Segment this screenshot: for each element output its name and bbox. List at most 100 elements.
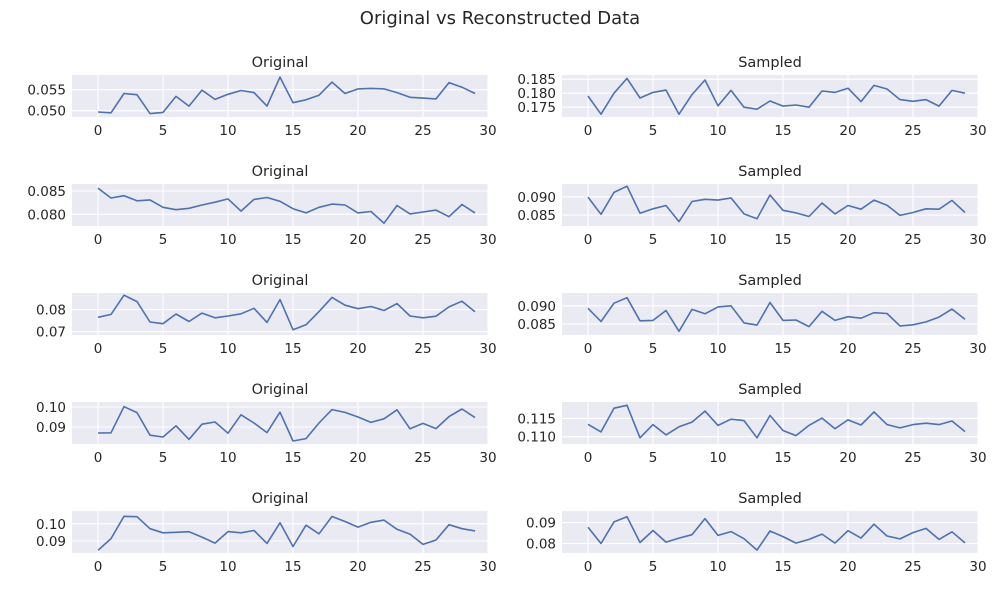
series-line xyxy=(587,185,966,223)
subplot-title: Sampled xyxy=(738,382,802,398)
x-tick-label: 25 xyxy=(904,341,921,357)
x-tick-label: 20 xyxy=(839,123,856,139)
y-tick-label: 0.050 xyxy=(27,104,66,120)
x-tick-label: 15 xyxy=(284,559,301,575)
plot-area xyxy=(562,184,978,226)
x-tick-label: 30 xyxy=(969,232,986,248)
series-line xyxy=(97,294,476,331)
y-tick-label: 0.080 xyxy=(27,207,66,223)
x-tick-label: 20 xyxy=(349,232,366,248)
series-line xyxy=(587,515,966,551)
x-tick-label: 5 xyxy=(649,341,658,357)
x-tick-label: 20 xyxy=(839,232,856,248)
x-tick-label: 25 xyxy=(414,450,431,466)
subplot-title: Sampled xyxy=(738,491,802,507)
x-tick-label: 15 xyxy=(284,450,301,466)
y-tick-label: 0.10 xyxy=(36,400,66,416)
series-line xyxy=(97,187,476,224)
plot-area xyxy=(72,75,488,117)
subplot-original-1: Original 0 5 10 15 20 25 30 0.050 0.055 xyxy=(27,55,496,139)
x-tick-label: 5 xyxy=(159,232,168,248)
x-tick-label: 30 xyxy=(969,341,986,357)
plot-area xyxy=(562,402,978,444)
subplot-sampled-2: Sampled 0 5 10 15 20 25 30 0.085 0.090 xyxy=(517,164,986,248)
y-tick-label: 0.08 xyxy=(36,303,66,319)
x-tick-label: 10 xyxy=(709,123,726,139)
y-tick-label: 0.09 xyxy=(36,534,66,550)
subplot-title: Original xyxy=(252,382,309,398)
subplot-title: Original xyxy=(252,273,309,289)
plot-area xyxy=(72,184,488,226)
x-tick-label: 25 xyxy=(414,341,431,357)
x-tick-label: 20 xyxy=(349,341,366,357)
y-tick-label: 0.115 xyxy=(517,411,556,427)
y-tick-label: 0.055 xyxy=(27,83,66,99)
x-tick-label: 20 xyxy=(839,450,856,466)
y-tick-label: 0.07 xyxy=(36,325,66,341)
x-tick-label: 0 xyxy=(94,559,103,575)
x-tick-label: 10 xyxy=(709,232,726,248)
x-tick-label: 25 xyxy=(904,123,921,139)
x-tick-label: 10 xyxy=(219,123,236,139)
x-tick-label: 20 xyxy=(349,559,366,575)
x-tick-label: 15 xyxy=(774,450,791,466)
y-tick-label: 0.085 xyxy=(517,317,556,333)
x-tick-label: 0 xyxy=(94,232,103,248)
x-tick-label: 5 xyxy=(159,123,168,139)
y-tick-label: 0.09 xyxy=(526,516,556,532)
x-tick-label: 30 xyxy=(479,559,496,575)
subplot-title: Sampled xyxy=(738,164,802,180)
x-tick-label: 5 xyxy=(159,559,168,575)
y-tick-label: 0.10 xyxy=(36,517,66,533)
y-tick-label: 0.175 xyxy=(517,100,556,116)
x-tick-label: 0 xyxy=(94,341,103,357)
y-tick-label: 0.085 xyxy=(517,208,556,224)
y-tick-label: 0.08 xyxy=(526,537,556,553)
subplot-title: Original xyxy=(252,164,309,180)
series-line xyxy=(97,515,476,551)
x-tick-label: 30 xyxy=(969,559,986,575)
x-tick-label: 15 xyxy=(284,123,301,139)
x-tick-label: 15 xyxy=(284,341,301,357)
x-tick-label: 30 xyxy=(969,450,986,466)
series-line xyxy=(587,404,966,439)
plot-area xyxy=(562,75,978,117)
x-tick-label: 10 xyxy=(219,341,236,357)
x-tick-label: 0 xyxy=(584,123,593,139)
x-tick-label: 5 xyxy=(649,559,658,575)
series-line xyxy=(97,405,476,442)
x-tick-label: 15 xyxy=(774,341,791,357)
subplot-title: Original xyxy=(252,491,309,507)
x-tick-label: 5 xyxy=(649,123,658,139)
x-tick-label: 5 xyxy=(159,450,168,466)
x-tick-label: 25 xyxy=(904,232,921,248)
x-tick-label: 15 xyxy=(774,559,791,575)
plot-area xyxy=(562,293,978,335)
series-line xyxy=(587,296,966,333)
x-tick-label: 10 xyxy=(219,559,236,575)
subplot-sampled-5: Sampled 0 5 10 15 20 25 30 0.08 0.09 xyxy=(526,491,987,575)
x-tick-label: 30 xyxy=(479,123,496,139)
x-tick-label: 10 xyxy=(709,559,726,575)
x-tick-label: 25 xyxy=(414,123,431,139)
subplot-sampled-3: Sampled 0 5 10 15 20 25 30 0.085 0.090 xyxy=(517,273,986,357)
x-tick-label: 20 xyxy=(839,559,856,575)
y-tick-label: 0.090 xyxy=(517,190,556,206)
x-tick-label: 0 xyxy=(94,450,103,466)
x-tick-label: 25 xyxy=(414,559,431,575)
x-tick-label: 20 xyxy=(349,123,366,139)
series-line xyxy=(587,77,966,115)
x-tick-label: 20 xyxy=(349,450,366,466)
x-tick-label: 15 xyxy=(284,232,301,248)
x-tick-label: 10 xyxy=(219,450,236,466)
x-tick-label: 30 xyxy=(479,341,496,357)
x-tick-label: 10 xyxy=(219,232,236,248)
subplot-sampled-4: Sampled 0 5 10 15 20 25 30 0.110 0.115 xyxy=(517,382,986,466)
x-tick-label: 15 xyxy=(774,123,791,139)
y-tick-label: 0.180 xyxy=(517,86,556,102)
subplot-original-2: Original 0 5 10 15 20 25 30 0.080 0.085 xyxy=(27,164,496,248)
x-tick-label: 25 xyxy=(414,232,431,248)
subplot-original-4: Original 0 5 10 15 20 25 30 0.09 0.10 xyxy=(36,382,497,466)
